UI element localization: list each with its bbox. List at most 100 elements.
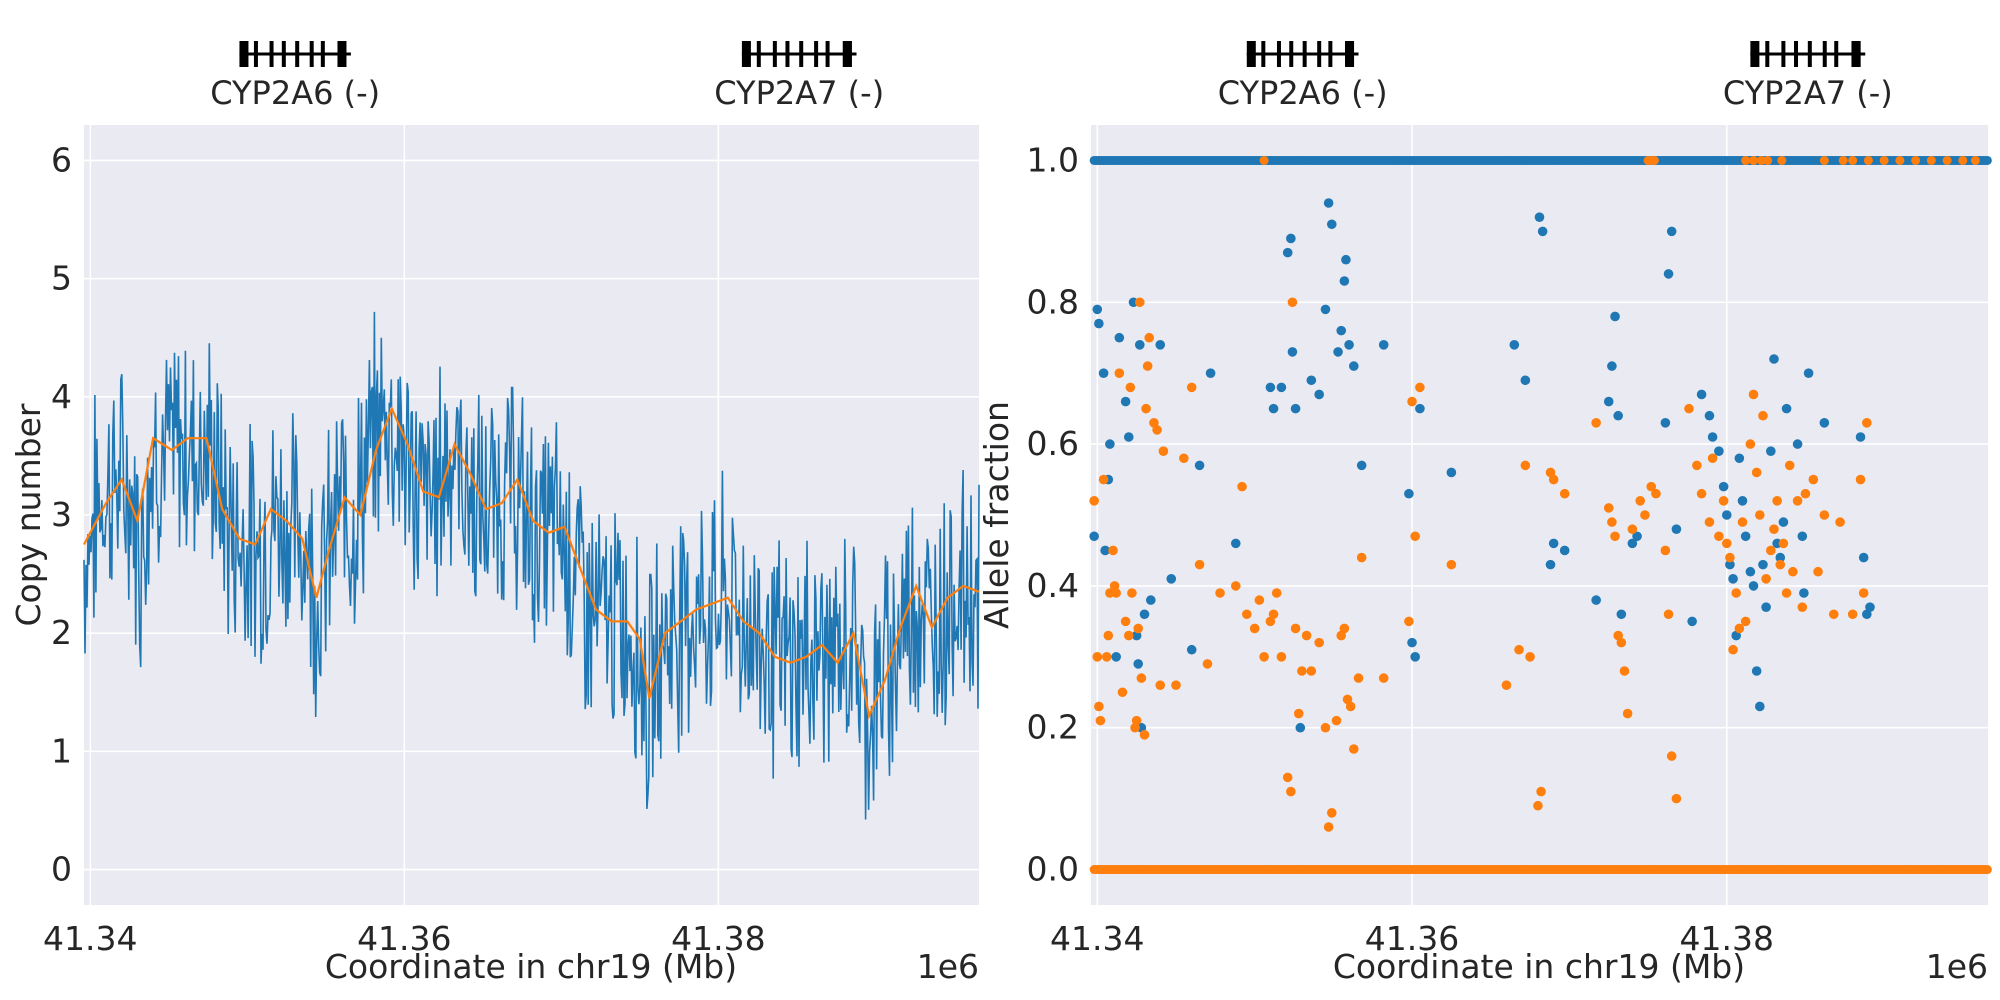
allele-point xyxy=(1755,510,1765,520)
allele-point xyxy=(1287,347,1298,357)
allele-point xyxy=(1548,474,1559,485)
allele-point xyxy=(1766,545,1776,556)
y-axis-label-left: Copy number xyxy=(9,403,48,626)
allele-point xyxy=(1848,155,1858,165)
allele-point xyxy=(1404,616,1414,627)
allele-point xyxy=(1501,680,1512,690)
allele-point xyxy=(1114,332,1125,343)
allele-point xyxy=(1356,552,1367,563)
allele-point xyxy=(1290,403,1301,414)
allele-point xyxy=(1339,623,1350,634)
x-tick-label: 41.36 xyxy=(357,919,451,958)
allele-point xyxy=(1268,403,1279,414)
allele-point xyxy=(1520,460,1531,471)
allele-point-band-low xyxy=(1982,865,1992,875)
allele-point xyxy=(1619,666,1630,676)
gene-exon xyxy=(1822,41,1827,67)
allele-point xyxy=(1718,481,1729,492)
copy-number-smoothed-line xyxy=(83,405,980,720)
allele-point xyxy=(1707,453,1718,464)
allele-point xyxy=(1254,595,1265,605)
allele-point xyxy=(1879,155,1889,165)
allele-point xyxy=(1123,432,1134,442)
y-tick-label: 6 xyxy=(51,140,72,179)
allele-point xyxy=(1610,531,1620,542)
gene-exon xyxy=(1345,41,1355,67)
allele-point xyxy=(1819,510,1830,520)
allele-point xyxy=(1745,566,1756,577)
y-tick-label: 0.2 xyxy=(1027,708,1079,747)
gene-exon xyxy=(1750,41,1760,67)
allele-point xyxy=(1141,403,1151,414)
gene-exon xyxy=(1302,41,1307,67)
allele-point xyxy=(1230,581,1241,591)
allele-point xyxy=(1777,155,1787,165)
allele-point xyxy=(1259,155,1269,165)
allele-point xyxy=(1649,155,1659,165)
allele-point xyxy=(1378,673,1389,683)
allele-point xyxy=(1120,396,1131,407)
allele-point xyxy=(1803,368,1814,378)
allele-point xyxy=(1378,340,1389,350)
allele-point xyxy=(1230,538,1241,549)
gene-exon xyxy=(1765,41,1770,67)
allele-point xyxy=(1410,531,1420,542)
gene-model xyxy=(239,41,351,67)
allele-point xyxy=(1781,588,1792,598)
allele-point xyxy=(1548,538,1559,549)
allele-point xyxy=(1797,531,1808,542)
gene-exon xyxy=(1834,41,1839,67)
allele-point xyxy=(1737,517,1748,527)
allele-point xyxy=(1100,545,1110,556)
allele-point xyxy=(1958,155,1968,165)
allele-point xyxy=(1265,382,1276,393)
allele-point xyxy=(1276,382,1287,393)
allele-point xyxy=(1855,432,1866,442)
allele-point xyxy=(1353,673,1364,683)
allele-point xyxy=(1514,644,1524,655)
allele-point xyxy=(1616,609,1627,620)
gene-label: CYP2A7 (-) xyxy=(1723,74,1893,112)
allele-point xyxy=(1559,545,1570,556)
allele-point xyxy=(1101,652,1112,662)
allele-point xyxy=(1828,609,1839,620)
allele-point xyxy=(1271,588,1282,598)
allele-point xyxy=(1778,538,1789,549)
allele-point xyxy=(1125,382,1136,393)
allele-point xyxy=(1737,496,1748,506)
allele-point xyxy=(1297,666,1307,676)
y-tick-label: 0.6 xyxy=(1027,424,1079,463)
allele-point xyxy=(1166,574,1177,584)
allele-point xyxy=(1603,503,1614,513)
gene-exon xyxy=(1246,41,1256,67)
allele-point xyxy=(1663,269,1674,279)
y-tick-label: 0.0 xyxy=(1027,850,1079,889)
allele-point xyxy=(1666,751,1677,761)
allele-point xyxy=(1748,389,1759,400)
allele-point xyxy=(1778,517,1789,527)
allele-point xyxy=(1120,616,1131,627)
allele-point xyxy=(1745,439,1756,449)
allele-point xyxy=(1761,602,1771,612)
allele-point xyxy=(1671,793,1682,804)
allele-point xyxy=(1306,666,1317,676)
allele-point xyxy=(1725,559,1735,570)
allele-point xyxy=(1800,488,1811,499)
allele-point xyxy=(1134,297,1145,308)
allele-point xyxy=(1671,524,1682,534)
allele-point xyxy=(1446,559,1457,570)
allele-point xyxy=(1797,602,1808,612)
allele-point xyxy=(1714,531,1724,542)
allele-point xyxy=(1751,467,1762,478)
allele-point xyxy=(1926,155,1936,165)
gene-exon xyxy=(772,41,777,67)
series-right xyxy=(1089,155,1992,875)
allele-point xyxy=(1323,822,1334,832)
gene-track-left: CYP2A6 (-) CYP2A7 (-) xyxy=(210,41,884,112)
allele-point xyxy=(1144,332,1155,343)
allele-point xyxy=(1660,545,1671,556)
allele-point xyxy=(1775,552,1786,563)
allele-point xyxy=(1792,439,1803,449)
gene-exon xyxy=(756,41,761,67)
